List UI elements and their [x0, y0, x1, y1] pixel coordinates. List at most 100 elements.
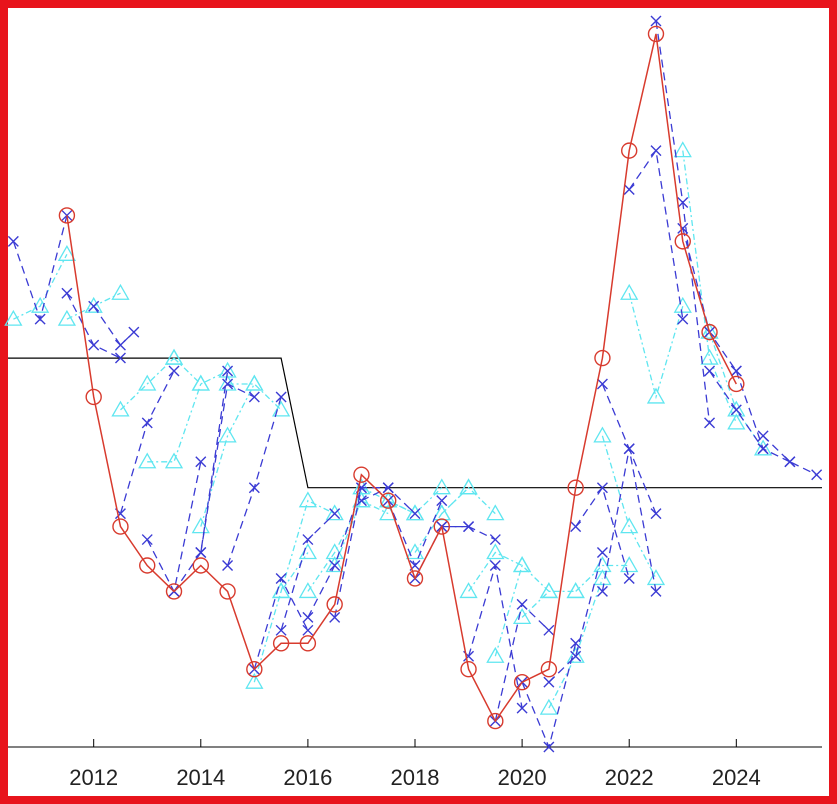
actual-line	[66, 33, 737, 723]
cross-marker	[570, 650, 582, 662]
triangle-marker	[459, 478, 478, 495]
cross-marker	[704, 365, 716, 377]
reference-line	[8, 357, 822, 489]
cross-marker	[650, 15, 662, 27]
triangle-marker	[4, 309, 23, 326]
triangle-marker	[727, 400, 746, 417]
triangle-marker	[512, 556, 532, 573]
triangle-marker	[218, 426, 237, 443]
triangle-marker	[245, 374, 264, 391]
forecast-triangle-path	[494, 564, 550, 657]
triangle-marker	[298, 543, 318, 560]
forecast-triangle-path	[521, 590, 576, 618]
triangle-marker	[459, 582, 478, 599]
triangle-marker	[164, 452, 184, 469]
cross-marker	[88, 300, 100, 312]
actual-point	[58, 207, 76, 224]
x-tick-label: 2012	[69, 765, 118, 790]
actual-point	[406, 570, 424, 587]
actual-point	[567, 479, 584, 496]
cross-marker	[222, 559, 234, 571]
triangle-marker	[539, 582, 559, 599]
cross-marker	[623, 184, 635, 196]
cross-marker	[516, 598, 528, 610]
triangle-marker	[138, 374, 157, 391]
forecast-triangle-path	[628, 293, 684, 400]
cross-marker	[463, 521, 475, 533]
forecast-cross-path	[548, 552, 604, 683]
cross-marker	[623, 443, 635, 455]
cross-marker	[677, 313, 689, 325]
triangle-marker	[352, 491, 371, 508]
cross-marker	[275, 624, 287, 636]
forecast-triangle-path	[468, 551, 523, 592]
cross-marker	[489, 559, 501, 571]
cross-marker	[7, 235, 19, 247]
triangle-marker	[620, 517, 639, 534]
actual-point	[487, 712, 504, 730]
forecast-triangle-path	[120, 357, 175, 411]
triangle-marker	[646, 387, 666, 404]
forecast-triangle-path	[601, 435, 657, 579]
actual-point	[540, 661, 558, 678]
cross-marker	[329, 508, 341, 520]
forecast-cross-path	[601, 446, 657, 592]
cross-marker	[248, 482, 260, 494]
forecast-cross-path	[146, 461, 202, 594]
cross-marker	[275, 572, 287, 584]
forecast-cross-path	[521, 643, 577, 750]
forecast-triangle-path	[253, 552, 309, 683]
triangle-marker	[566, 582, 585, 599]
forecast-cross-path	[119, 370, 175, 514]
triangle-marker	[218, 374, 237, 391]
cross-marker	[382, 482, 394, 494]
actual-point	[272, 635, 290, 652]
triangle-marker	[593, 569, 612, 586]
forecast-triangle-path	[147, 383, 202, 463]
actual-point	[219, 583, 236, 600]
forecast-cross-path	[467, 565, 523, 709]
x-axis-tick-labels: 2012 2014 2016 2018 2020 2022 2024	[69, 765, 761, 790]
triangle-marker	[245, 672, 264, 689]
triangle-marker	[432, 504, 451, 521]
x-tick-label: 2020	[498, 765, 547, 790]
reference-step-line	[8, 357, 822, 489]
triangle-marker	[325, 504, 344, 521]
triangle-marker	[459, 478, 478, 495]
forecast-triangle-path	[280, 499, 335, 592]
cross-marker	[543, 741, 555, 753]
actual-point	[701, 323, 718, 341]
x-tick-label: 2014	[176, 765, 225, 790]
forecast-cross-path	[226, 396, 282, 566]
triangle-marker	[486, 543, 505, 560]
cross-marker	[650, 585, 662, 597]
forecast-cross-path	[575, 486, 630, 579]
cross-marker	[730, 404, 742, 416]
cross-marker	[677, 196, 689, 208]
actual-point	[513, 673, 531, 691]
cross-marker	[329, 559, 341, 571]
cross-marker	[436, 495, 448, 507]
cross-marker	[704, 417, 716, 429]
forecast-cross-path	[173, 370, 229, 592]
cross-marker	[141, 417, 153, 429]
triangle-marker	[325, 556, 344, 573]
cross-marker	[623, 572, 635, 584]
triangle-marker	[646, 569, 666, 586]
triangle-marker	[593, 426, 612, 443]
triangle-marker	[727, 413, 746, 430]
forecast-triangle-path	[682, 150, 737, 424]
forecast-triangle-path	[441, 486, 496, 515]
cross-marker	[88, 339, 100, 351]
cross-marker	[811, 469, 823, 481]
triangle-marker	[379, 491, 398, 508]
actual-point	[165, 583, 183, 600]
cross-marker	[222, 378, 234, 390]
triangle-marker	[57, 309, 77, 326]
triangle-marker	[486, 646, 505, 663]
triangle-marker	[486, 504, 505, 521]
triangle-marker	[432, 478, 451, 495]
actual-point	[674, 233, 691, 250]
actual-point	[380, 492, 397, 509]
triangle-marker	[111, 400, 130, 417]
